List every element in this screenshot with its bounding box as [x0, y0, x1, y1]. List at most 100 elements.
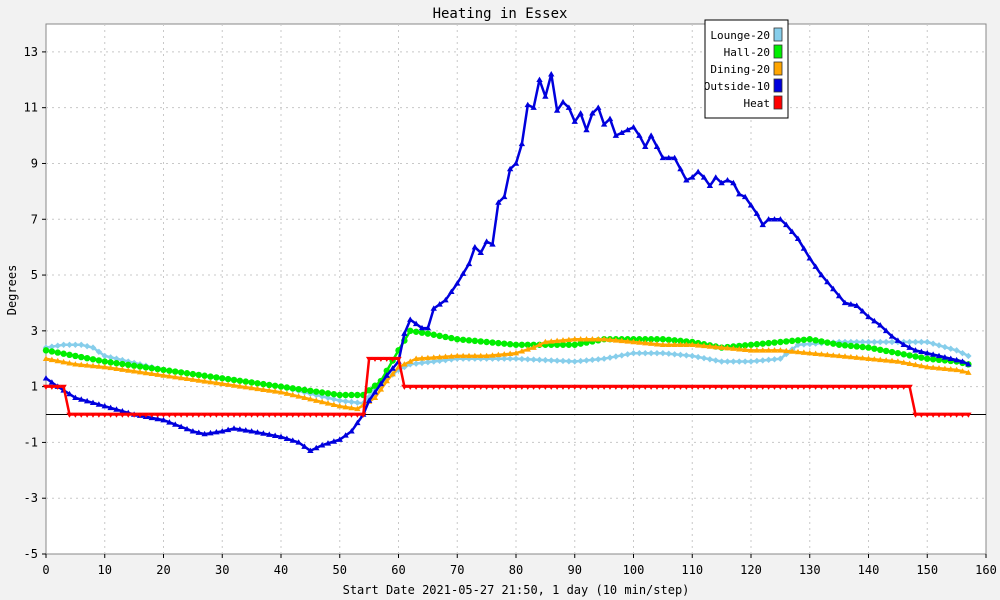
data-point — [289, 385, 296, 392]
data-point — [918, 348, 925, 355]
data-point — [853, 384, 860, 390]
data-point — [882, 338, 890, 346]
data-point — [765, 384, 772, 390]
data-point — [148, 370, 155, 377]
data-point — [918, 412, 925, 418]
data-point — [301, 443, 308, 449]
series-line-heat — [46, 357, 969, 416]
data-point — [459, 336, 467, 343]
data-point — [741, 193, 749, 200]
data-point — [953, 356, 960, 363]
series-hall-20 — [42, 327, 972, 399]
data-point — [342, 391, 349, 399]
data-point — [906, 352, 913, 359]
data-point — [512, 384, 520, 390]
data-point — [712, 384, 719, 390]
data-point — [677, 165, 684, 172]
data-point — [800, 336, 808, 343]
data-point — [683, 384, 690, 390]
data-point — [859, 308, 866, 314]
data-point — [924, 338, 931, 346]
data-point — [213, 374, 220, 381]
data-point — [260, 380, 267, 388]
data-point — [830, 285, 837, 292]
data-point — [636, 349, 643, 357]
data-point — [89, 362, 97, 369]
data-point — [536, 341, 543, 348]
data-point — [418, 324, 426, 331]
data-point — [530, 344, 537, 350]
data-point — [524, 101, 531, 108]
data-point — [800, 384, 808, 390]
data-point — [301, 394, 308, 401]
data-point — [365, 356, 373, 362]
data-point — [412, 328, 420, 335]
data-point — [78, 361, 85, 368]
data-point — [659, 349, 667, 357]
data-point — [172, 373, 179, 380]
data-point — [935, 352, 943, 359]
data-point — [348, 428, 355, 434]
data-point — [812, 350, 819, 356]
data-point — [113, 406, 120, 412]
data-point — [859, 354, 866, 361]
data-point — [642, 339, 649, 346]
data-point — [859, 338, 866, 346]
data-point — [277, 389, 285, 395]
data-point — [483, 352, 490, 359]
data-point — [471, 384, 479, 390]
data-point — [154, 371, 161, 377]
data-point — [900, 359, 907, 365]
data-point — [835, 384, 843, 390]
data-point — [213, 379, 220, 386]
data-point — [941, 343, 949, 351]
data-point — [683, 338, 690, 345]
data-point — [600, 121, 608, 127]
data-point — [671, 154, 678, 161]
data-point — [189, 412, 197, 418]
data-point — [689, 352, 696, 360]
data-point — [542, 338, 549, 345]
data-point — [753, 347, 761, 353]
data-point — [389, 356, 396, 362]
data-point — [548, 71, 555, 77]
data-point — [777, 216, 784, 222]
data-point — [771, 384, 778, 390]
data-point — [207, 412, 214, 418]
data-point — [318, 398, 326, 405]
data-point — [242, 412, 249, 418]
data-point — [336, 436, 343, 442]
data-point — [236, 426, 244, 432]
data-point — [224, 426, 232, 433]
data-point — [747, 202, 755, 208]
data-point — [495, 339, 502, 347]
data-point — [700, 384, 708, 390]
data-point — [483, 338, 490, 346]
data-point — [89, 412, 97, 418]
data-point — [72, 394, 79, 401]
data-point — [125, 367, 132, 373]
legend-label: Lounge-20 — [710, 29, 770, 42]
data-point — [941, 365, 949, 372]
y-tick-label: -1 — [24, 435, 38, 449]
data-point — [119, 407, 126, 414]
data-point — [95, 363, 103, 369]
x-tick-label: 30 — [215, 563, 229, 577]
data-point — [765, 347, 772, 353]
data-point — [289, 391, 296, 398]
data-point — [489, 241, 496, 247]
data-point — [847, 353, 855, 360]
data-point — [783, 347, 790, 354]
data-point — [830, 384, 837, 390]
data-point — [565, 336, 573, 343]
data-point — [172, 412, 179, 418]
data-point — [189, 370, 197, 378]
data-point — [959, 412, 966, 418]
data-point — [506, 355, 514, 362]
data-point — [906, 384, 913, 390]
data-point — [242, 427, 249, 433]
data-point — [401, 384, 408, 390]
data-point — [130, 362, 138, 369]
data-point — [365, 397, 373, 403]
data-point — [42, 384, 50, 390]
